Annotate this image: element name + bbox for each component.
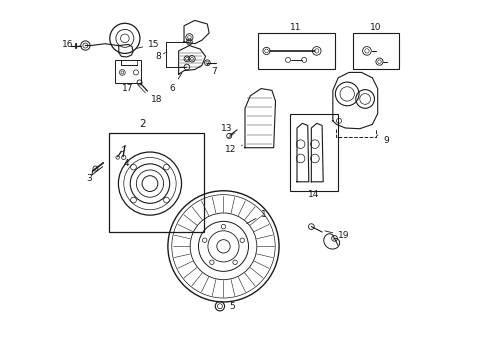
Text: 1: 1 bbox=[247, 210, 267, 224]
Text: 16: 16 bbox=[62, 40, 79, 49]
Text: 8: 8 bbox=[155, 52, 166, 61]
Text: 14: 14 bbox=[308, 190, 319, 199]
Text: 6: 6 bbox=[170, 73, 182, 93]
Bar bbox=[353, 33, 399, 69]
Text: 9: 9 bbox=[377, 135, 389, 145]
Text: 4: 4 bbox=[124, 159, 129, 168]
Text: 11: 11 bbox=[290, 23, 302, 32]
Bar bbox=[290, 114, 338, 191]
Text: 5: 5 bbox=[229, 302, 235, 311]
Bar bbox=[109, 134, 204, 232]
Bar bbox=[258, 33, 335, 69]
Text: 7: 7 bbox=[207, 64, 217, 76]
Text: 13: 13 bbox=[220, 123, 232, 132]
Text: 17: 17 bbox=[122, 84, 134, 93]
Text: 2: 2 bbox=[140, 120, 146, 129]
Bar bbox=[115, 60, 141, 83]
Text: 10: 10 bbox=[370, 23, 382, 32]
Text: 12: 12 bbox=[224, 145, 243, 154]
Text: 18: 18 bbox=[146, 90, 163, 104]
Text: 3: 3 bbox=[86, 174, 92, 183]
Text: 15: 15 bbox=[136, 40, 160, 49]
Text: 19: 19 bbox=[325, 231, 350, 240]
